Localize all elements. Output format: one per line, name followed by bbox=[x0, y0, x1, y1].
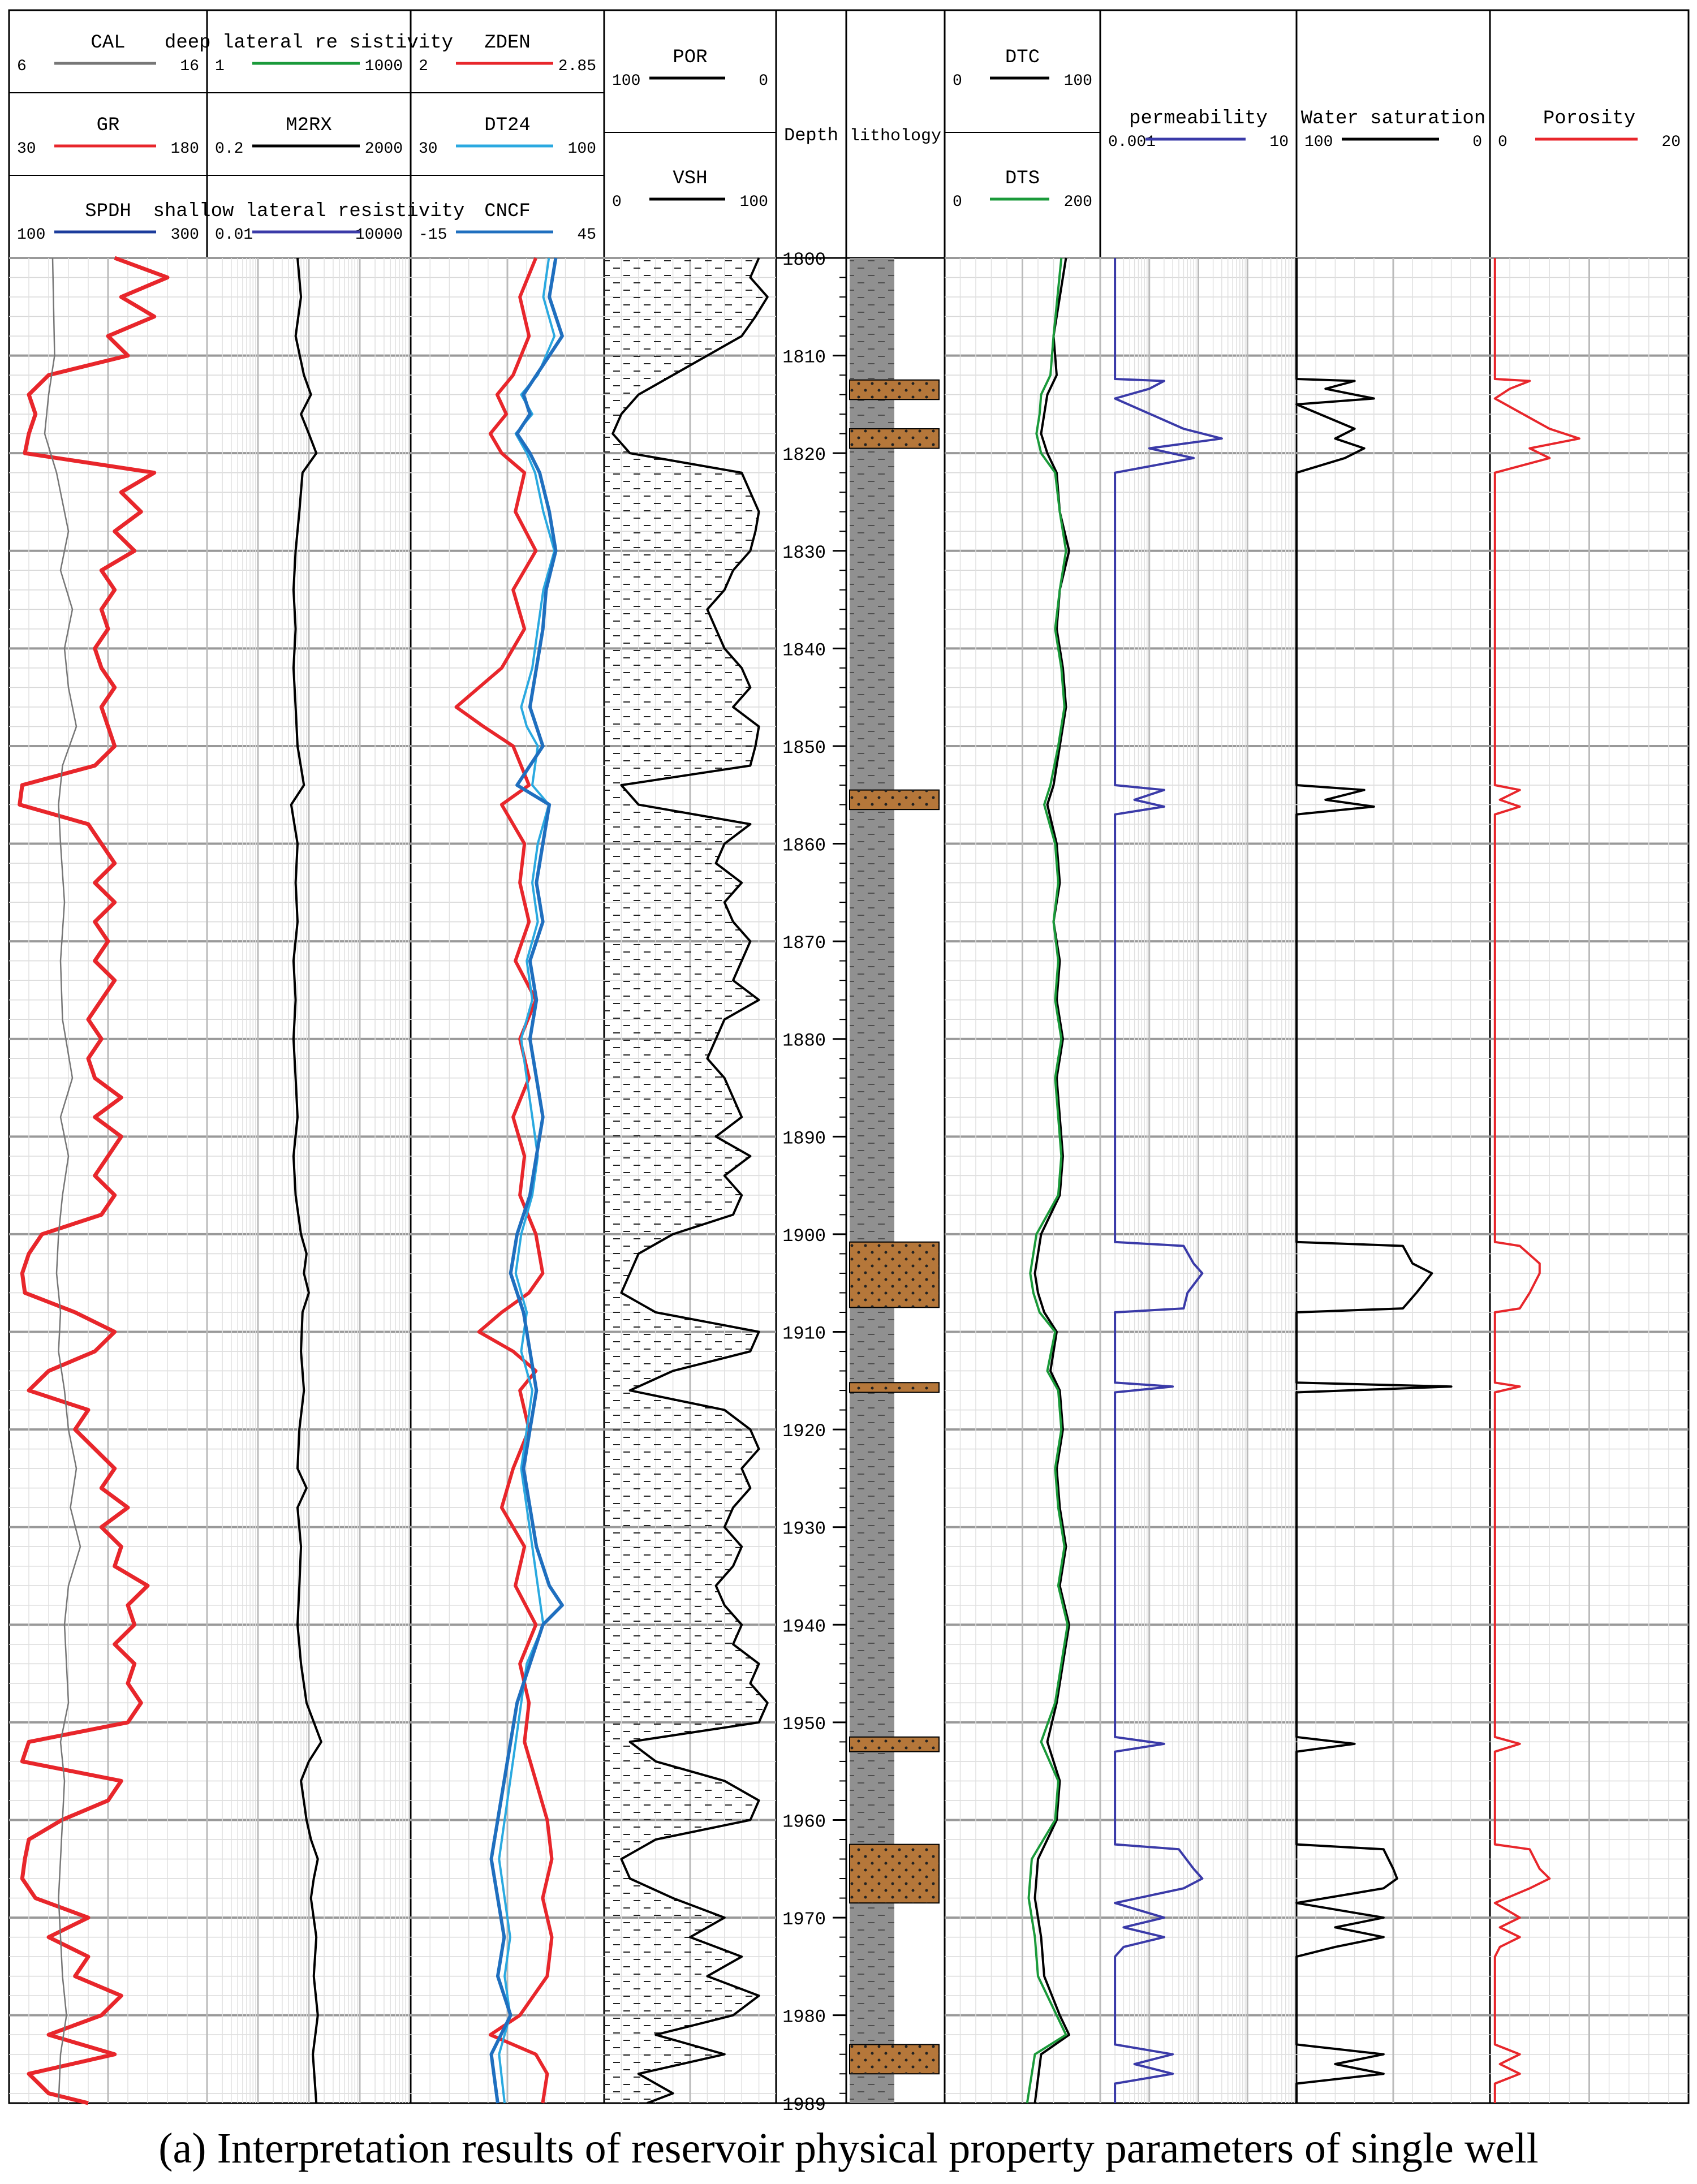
depth-tick-label: 1920 bbox=[782, 1421, 826, 1442]
depth-tick-label: 1970 bbox=[782, 1909, 826, 1930]
header-t3-0-name: ZDEN bbox=[484, 32, 531, 54]
header-t2-2-min: 0.01 bbox=[215, 226, 253, 244]
header-t4-0-name: POR bbox=[673, 47, 707, 68]
header-t2-1-max: 2000 bbox=[365, 140, 403, 158]
lithology-sand-pattern bbox=[850, 2044, 939, 2074]
header-t1-0-min: 6 bbox=[17, 58, 27, 75]
header-t7-0-min: 0 bbox=[953, 72, 962, 90]
depth-tick-label: 1910 bbox=[782, 1324, 826, 1345]
figure-caption: (a) Interpretation results of reservoir … bbox=[158, 2125, 1539, 2172]
depth-tick-label: 1890 bbox=[782, 1128, 826, 1149]
lithology-sand-pattern bbox=[850, 1242, 939, 1308]
header-t3-2-min: -15 bbox=[419, 226, 447, 244]
curve-gr bbox=[18, 256, 170, 2105]
curve-dts bbox=[1026, 257, 1069, 2104]
header-t1-2-max: 300 bbox=[171, 226, 199, 244]
header-t3-1-min: 30 bbox=[419, 140, 438, 158]
curve-dt24 bbox=[498, 257, 556, 2104]
depth-tick-label: 1880 bbox=[782, 1031, 826, 1052]
depth-tick-label: 1820 bbox=[782, 445, 826, 466]
curve-m2rx bbox=[290, 257, 322, 2104]
header-t2-1-min: 0.2 bbox=[215, 140, 243, 158]
lithology-sand-pattern bbox=[850, 1844, 939, 1903]
header-depth: Depth bbox=[784, 125, 838, 146]
header-t2-2-name: shallow lateral resistivity bbox=[153, 201, 465, 222]
curve-cncf bbox=[489, 257, 564, 2104]
depth-tick-label: 1900 bbox=[782, 1226, 826, 1247]
header-t7-1-min: 0 bbox=[953, 193, 962, 211]
header-t9-name: Water saturation bbox=[1301, 108, 1485, 130]
header-t4-1-max: 100 bbox=[740, 193, 768, 211]
depth-tick-label: 1930 bbox=[782, 1519, 826, 1540]
header-t2-0-max: 1000 bbox=[365, 58, 403, 75]
header-t10-max: 20 bbox=[1661, 133, 1681, 151]
header-t1-1-name: GR bbox=[97, 115, 120, 136]
lithology-sand-pattern bbox=[850, 1382, 939, 1393]
header-t8-min: 0.001 bbox=[1108, 133, 1156, 151]
header-t10-name: Porosity bbox=[1543, 108, 1635, 130]
header-t1-2-name: SPDH bbox=[85, 201, 131, 222]
header-t2-2-max: 10000 bbox=[355, 226, 403, 244]
header-t2-0-name: deep lateral re sistivity bbox=[165, 32, 453, 54]
header-t1-1-max: 180 bbox=[171, 140, 199, 158]
header-t10-min: 0 bbox=[1498, 133, 1508, 151]
depth-tick-label: 1850 bbox=[782, 738, 826, 759]
header-t3-1-max: 100 bbox=[568, 140, 596, 158]
chart-frame bbox=[8, 9, 1690, 2104]
header-t9-max: 0 bbox=[1472, 133, 1482, 151]
header-t4-0-min: 100 bbox=[612, 72, 640, 90]
header-t1-0-max: 16 bbox=[180, 58, 199, 75]
header-t2-1-name: M2RX bbox=[286, 115, 332, 136]
header-t3-2-max: 45 bbox=[577, 226, 596, 244]
header-t1-0-name: CAL bbox=[91, 32, 125, 54]
header-t4-1-min: 0 bbox=[612, 193, 622, 211]
header-t4-0-max: 0 bbox=[759, 72, 768, 90]
header-t9-min: 100 bbox=[1304, 133, 1333, 151]
curve-permeability bbox=[1114, 258, 1223, 2103]
lithology-sand-pattern bbox=[850, 429, 939, 449]
header-t8-max: 10 bbox=[1269, 133, 1289, 151]
depth-tick-label: 1830 bbox=[782, 542, 826, 563]
header-lithology: lithology bbox=[850, 127, 941, 146]
header-t3-1-name: DT24 bbox=[484, 115, 531, 136]
header-t7-0-name: DTC bbox=[1005, 47, 1040, 68]
depth-tick-label: 1810 bbox=[782, 347, 826, 368]
depth-tick-label: 1860 bbox=[782, 835, 826, 856]
curve-cal bbox=[44, 257, 81, 2104]
depth-tick-label: 1989 bbox=[782, 2095, 826, 2116]
depth-tick-label: 1870 bbox=[782, 933, 826, 954]
depth-tick-label: 1950 bbox=[782, 1714, 826, 1735]
header-t1-1-min: 30 bbox=[17, 140, 36, 158]
depth-tick-label: 1840 bbox=[782, 640, 826, 661]
vsh-shale-fill bbox=[604, 258, 768, 2103]
lithology-sand-pattern bbox=[850, 380, 939, 400]
depth-tick-label: 1800 bbox=[782, 249, 826, 270]
header-t3-2-name: CNCF bbox=[484, 201, 531, 222]
header-t2-0-min: 1 bbox=[215, 58, 225, 75]
header-t3-0-min: 2 bbox=[419, 58, 428, 75]
header-t7-1-max: 200 bbox=[1064, 193, 1092, 211]
header-t8-name: permeability bbox=[1129, 108, 1268, 130]
lithology-shale-pattern bbox=[850, 258, 894, 2103]
lithology-sand-pattern bbox=[850, 1737, 939, 1752]
depth-tick-label: 1940 bbox=[782, 1616, 826, 1637]
header-t1-2-min: 100 bbox=[17, 226, 45, 244]
lithology-sand-pattern bbox=[850, 790, 939, 810]
curve-zden bbox=[454, 257, 554, 2104]
header-t7-0-max: 100 bbox=[1064, 72, 1092, 90]
depth-tick-label: 1960 bbox=[782, 1811, 826, 1832]
curve-water-saturation bbox=[1295, 258, 1453, 2103]
header-t7-1-name: DTS bbox=[1005, 168, 1040, 189]
header-t4-1-name: VSH bbox=[673, 168, 707, 189]
header-t3-0-max: 2.85 bbox=[558, 58, 596, 75]
curve-porosity bbox=[1493, 258, 1580, 2103]
curve-vsh bbox=[611, 257, 769, 2104]
depth-tick-label: 1980 bbox=[782, 2007, 826, 2028]
